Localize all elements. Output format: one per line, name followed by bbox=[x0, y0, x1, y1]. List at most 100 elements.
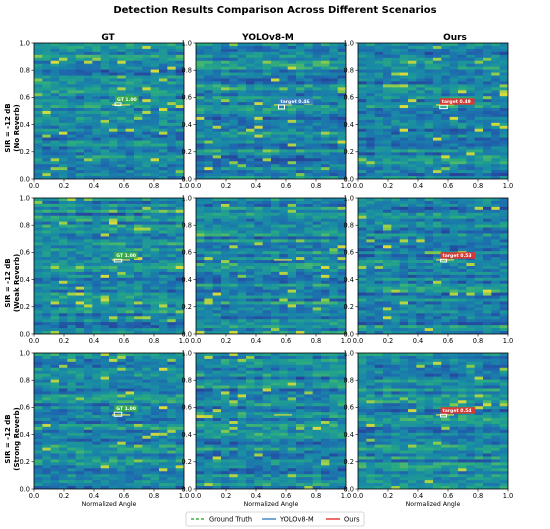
x-axis-label: Normalized Angle bbox=[82, 501, 137, 508]
y-tick-label: 0.8 bbox=[20, 377, 31, 385]
x-tick-label: 1.0 bbox=[179, 182, 190, 190]
y-tick-label: 0.4 bbox=[20, 121, 31, 129]
row-label-2: SIR = -12 dB (Weak Reverb) bbox=[4, 254, 21, 312]
y-tick-label: 0.4 bbox=[344, 431, 355, 439]
column-title-yolo: YOLOv8-M bbox=[241, 33, 294, 43]
y-tick-label: 1.0 bbox=[344, 39, 355, 47]
panel-r3-c1: 0.00.00.20.20.40.40.60.60.80.81.01.0Norm… bbox=[20, 349, 190, 508]
svg-text:SIR = -12 dB: SIR = -12 dB bbox=[4, 414, 12, 463]
y-tick-label: 1.0 bbox=[182, 194, 193, 202]
x-tick-label: 1.0 bbox=[341, 182, 352, 190]
x-tick-label: 0.6 bbox=[443, 182, 454, 190]
x-tick-label: 0.8 bbox=[149, 492, 160, 500]
svg-text:(Strong Reverb): (Strong Reverb) bbox=[13, 407, 21, 470]
x-tick-label: 0.0 bbox=[353, 337, 364, 345]
x-tick-label: 0.6 bbox=[119, 492, 130, 500]
x-tick-label: 0.4 bbox=[89, 337, 100, 345]
detection-label-bg bbox=[115, 95, 139, 103]
y-tick-label: 0.2 bbox=[20, 458, 31, 466]
x-tick-label: 0.2 bbox=[59, 492, 70, 500]
y-tick-label: 0.0 bbox=[20, 175, 31, 183]
legend-label-yolov8m: YOLOv8-M bbox=[279, 516, 314, 524]
x-tick-label: 1.0 bbox=[503, 182, 514, 190]
row-label-3: SIR = -12 dB (Strong Reverb) bbox=[4, 407, 21, 470]
y-tick-label: 0.2 bbox=[344, 303, 355, 311]
y-tick-label: 0.8 bbox=[20, 222, 31, 230]
x-tick-label: 0.0 bbox=[29, 182, 40, 190]
x-tick-label: 0.4 bbox=[89, 492, 100, 500]
detection-box bbox=[440, 258, 447, 263]
y-tick-label: 0.0 bbox=[344, 175, 355, 183]
svg-text:SIR = -12 dB: SIR = -12 dB bbox=[4, 258, 12, 307]
axes-frame bbox=[33, 197, 185, 335]
y-tick-label: 0.6 bbox=[182, 404, 193, 412]
x-tick-label: 1.0 bbox=[179, 337, 190, 345]
heatmap-image bbox=[34, 198, 184, 334]
y-tick-label: 0.0 bbox=[182, 330, 193, 338]
x-tick-label: 0.8 bbox=[149, 182, 160, 190]
detection-label: target 0.54 bbox=[443, 408, 472, 414]
axes-frame bbox=[195, 42, 347, 180]
figure-title: Detection Results Comparison Across Diff… bbox=[113, 5, 436, 16]
legend: Ground Truth YOLOv8-M Ours bbox=[185, 511, 365, 527]
x-tick-label: 0.4 bbox=[251, 492, 262, 500]
x-tick-label: 0.6 bbox=[281, 337, 292, 345]
x-tick-label: 0.2 bbox=[221, 492, 232, 500]
x-tick-label: 0.8 bbox=[311, 337, 322, 345]
x-tick-label: 0.0 bbox=[353, 492, 364, 500]
x-tick-label: 0.4 bbox=[413, 492, 424, 500]
x-tick-label: 0.6 bbox=[443, 492, 454, 500]
y-tick-label: 0.6 bbox=[344, 404, 355, 412]
x-tick-label: 1.0 bbox=[341, 337, 352, 345]
detection-label: target 0.53 bbox=[443, 253, 472, 259]
y-tick-label: 1.0 bbox=[20, 194, 31, 202]
x-tick-label: 0.2 bbox=[59, 337, 70, 345]
y-tick-label: 0.6 bbox=[20, 249, 31, 257]
x-tick-label: 0.0 bbox=[353, 182, 364, 190]
axes-frame bbox=[357, 197, 509, 335]
heatmap-image bbox=[34, 43, 184, 179]
detection-label-bg bbox=[439, 98, 475, 105]
detection-box bbox=[440, 413, 447, 418]
x-tick-label: 0.4 bbox=[251, 182, 262, 190]
x-tick-label: 0.0 bbox=[191, 337, 202, 345]
axes-frame bbox=[195, 197, 347, 335]
row-label-1: SIR = -12 dB (No Reverb) bbox=[4, 103, 21, 152]
svg-text:SIR = -12 dB: SIR = -12 dB bbox=[4, 103, 12, 152]
y-tick-label: 0.8 bbox=[20, 67, 31, 75]
y-tick-label: 0.2 bbox=[20, 148, 31, 156]
x-tick-label: 0.8 bbox=[473, 337, 484, 345]
detection-label: target 0.46 bbox=[281, 99, 310, 105]
detection-box bbox=[439, 104, 448, 110]
panel-r3-c2: 0.00.00.20.20.40.40.60.60.80.81.01.0Norm… bbox=[182, 349, 352, 508]
x-tick-label: 1.0 bbox=[503, 337, 514, 345]
heatmap-image bbox=[358, 353, 508, 489]
heatmap-image bbox=[196, 353, 346, 489]
y-tick-label: 0.4 bbox=[20, 276, 31, 284]
panel-r3-c3: 0.00.0 0.2 0.2 0.4 0.4 0.6 0.6 0.8 0.8 1.0 1.0 Norm… bbox=[344, 349, 514, 508]
y-tick-label: 0.6 bbox=[182, 249, 193, 257]
x-tick-label: 0.4 bbox=[89, 182, 100, 190]
panel-r1-c1: 0.00.00.20.20.40.40.60.60.80.81.01.0GT 1… bbox=[20, 39, 190, 190]
x-tick-label: 0.2 bbox=[383, 182, 394, 190]
y-tick-label: 0.0 bbox=[182, 175, 193, 183]
x-tick-label: 0.8 bbox=[311, 182, 322, 190]
column-title-gt: GT bbox=[101, 33, 115, 43]
panel-r2-c1: 0.00.00.20.20.40.40.60.60.80.81.01.0GT 1… bbox=[20, 194, 190, 345]
heatmap-image bbox=[196, 198, 346, 334]
x-tick-label: 1.0 bbox=[503, 492, 514, 500]
legend-label-ground-truth: Ground Truth bbox=[209, 516, 252, 524]
detection-label: GT 1.00 bbox=[116, 253, 136, 259]
detection-label: target 0.49 bbox=[442, 99, 471, 105]
x-tick-label: 0.2 bbox=[221, 182, 232, 190]
y-tick-label: 0.4 bbox=[344, 121, 355, 129]
y-tick-label: 0.0 bbox=[20, 485, 31, 493]
panel-r2-c3: 0.00.0 0.2 0.2 0.4 0.4 0.6 0.6 0.8 0.8 1.0 1.0 targ… bbox=[344, 194, 514, 345]
y-tick-label: 1.0 bbox=[20, 39, 31, 47]
y-tick-label: 0.0 bbox=[182, 485, 193, 493]
panel-r2-c2: 0.00.00.20.20.40.40.60.60.80.81.01.0 bbox=[182, 194, 352, 345]
y-tick-label: 0.4 bbox=[182, 121, 193, 129]
detection-box bbox=[278, 104, 285, 110]
y-tick-label: 1.0 bbox=[20, 349, 31, 357]
y-tick-label: 0.8 bbox=[344, 67, 355, 75]
